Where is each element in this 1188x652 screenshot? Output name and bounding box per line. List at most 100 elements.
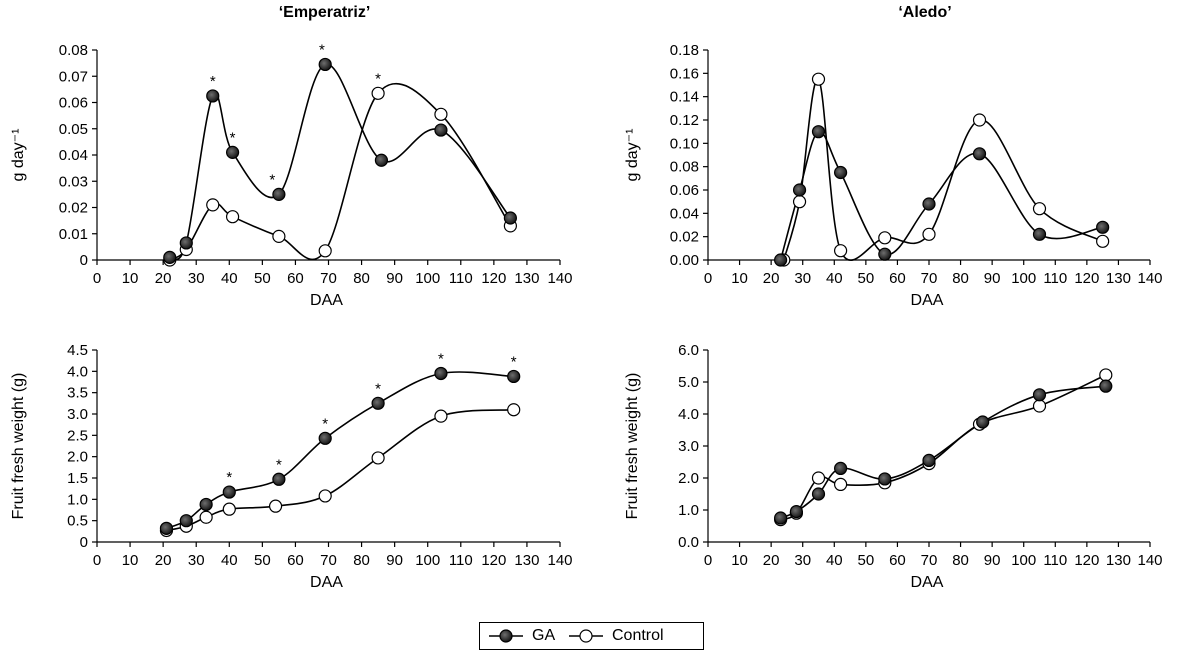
x-tick-label: 50	[254, 552, 271, 569]
chart-panel-1: 0 0.01 0.02 0.03 0.04 0.05 0.06 0.07 0.08 0 10 20 30…	[10, 4, 573, 309]
x-tick-label: 120	[481, 270, 506, 287]
x-tick-label: 140	[547, 270, 572, 287]
series-line-ga	[779, 130, 1103, 261]
x-tick-label: 0	[704, 552, 712, 569]
point-ga	[179, 514, 193, 528]
y-tick-label: 0.12	[670, 112, 699, 129]
point-control	[434, 409, 448, 423]
point-ga	[811, 487, 826, 501]
x-tick-label: 50	[858, 270, 875, 287]
point-ga	[199, 497, 213, 512]
x-tick-label: 10	[731, 270, 748, 287]
point-ga	[434, 123, 448, 137]
y-tick-label: 0.16	[670, 65, 699, 82]
y-tick-label: 0.06	[59, 95, 88, 112]
point-control	[225, 210, 240, 224]
y-axis-label: g day⁻¹	[624, 129, 641, 182]
x-tick-label: 40	[826, 552, 843, 569]
y-tick-label: 0	[80, 252, 88, 269]
significance-asterisk: *	[375, 70, 381, 87]
point-control	[833, 477, 848, 491]
y-tick-label: 0.14	[670, 89, 699, 106]
legend-ga-label: GA	[532, 627, 556, 644]
x-tick-label: 70	[320, 552, 337, 569]
x-tick-label: 140	[547, 552, 572, 569]
x-tick-label: 40	[826, 270, 843, 287]
x-tick-label: 60	[889, 270, 906, 287]
y-tick-label: 0.18	[670, 42, 699, 59]
legend-box: GA Control	[479, 622, 704, 650]
significance-asterisk: *	[226, 469, 232, 486]
x-tick-label: 60	[287, 270, 304, 287]
x-tick-label: 80	[952, 552, 969, 569]
x-tick-label: 120	[1074, 552, 1099, 569]
point-ga	[318, 431, 332, 445]
point-ga	[1032, 227, 1047, 241]
point-control	[811, 72, 826, 86]
point-ga	[272, 472, 286, 486]
x-tick-label: 110	[1043, 270, 1067, 287]
y-tick-label: 2.0	[67, 449, 88, 466]
x-axis-label: DAA	[911, 292, 944, 309]
y-axis-label: Fruit fresh weight (g)	[10, 373, 27, 520]
x-tick-label: 20	[155, 552, 172, 569]
point-ga	[789, 505, 804, 519]
point-control	[206, 198, 220, 212]
point-control	[1032, 202, 1047, 216]
point-ga	[878, 472, 892, 486]
point-ga	[434, 366, 448, 381]
point-ga	[774, 511, 788, 525]
x-tick-label: 30	[794, 552, 811, 569]
x-tick-label: 60	[889, 552, 906, 569]
point-ga	[159, 521, 174, 535]
x-tick-label: 110	[449, 552, 473, 569]
y-tick-label: 0.02	[59, 200, 88, 217]
point-ga	[922, 197, 936, 211]
y-tick-label: 0.01	[59, 226, 88, 243]
point-ga	[206, 89, 220, 103]
legend-control-label: Control	[612, 627, 664, 644]
point-ga	[833, 461, 848, 475]
y-tick-label: 0.05	[59, 121, 88, 138]
significance-asterisk: *	[322, 415, 328, 432]
x-tick-label: 80	[353, 552, 370, 569]
y-tick-label: 0.00	[670, 252, 699, 269]
y-tick-label: 3.0	[678, 438, 699, 455]
point-control	[1032, 399, 1047, 413]
x-tick-label: 50	[858, 552, 875, 569]
x-tick-label: 100	[1011, 552, 1036, 569]
point-ga	[922, 453, 936, 467]
point-ga	[1096, 220, 1110, 234]
significance-asterisk: *	[511, 353, 517, 370]
point-control	[792, 195, 807, 209]
y-tick-label: 0.08	[670, 159, 699, 176]
x-tick-label: 40	[221, 552, 238, 569]
y-tick-label: 1.5	[67, 470, 88, 487]
x-tick-label: 0	[704, 270, 712, 287]
x-tick-label: 70	[921, 552, 938, 569]
y-tick-label: 0.08	[59, 42, 88, 59]
y-tick-label: 3.0	[67, 406, 88, 423]
x-tick-label: 70	[921, 270, 938, 287]
point-ga	[976, 415, 990, 429]
x-tick-label: 20	[155, 270, 172, 287]
point-ga	[371, 396, 385, 410]
point-ga	[318, 57, 332, 72]
x-tick-label: 40	[221, 270, 238, 287]
x-tick-label: 140	[1137, 270, 1162, 287]
point-ga	[811, 125, 826, 139]
y-tick-label: 0.5	[67, 513, 88, 530]
point-control	[371, 451, 385, 465]
x-tick-label: 100	[415, 270, 440, 287]
x-tick-label: 20	[763, 552, 780, 569]
x-tick-label: 30	[188, 270, 205, 287]
x-tick-label: 30	[188, 552, 205, 569]
x-tick-label: 90	[984, 552, 1001, 569]
y-tick-label: 4.5	[67, 342, 88, 359]
point-ga	[272, 187, 286, 201]
significance-asterisk: *	[438, 350, 444, 367]
x-axis-label: DAA	[310, 574, 343, 591]
point-control	[878, 231, 892, 245]
